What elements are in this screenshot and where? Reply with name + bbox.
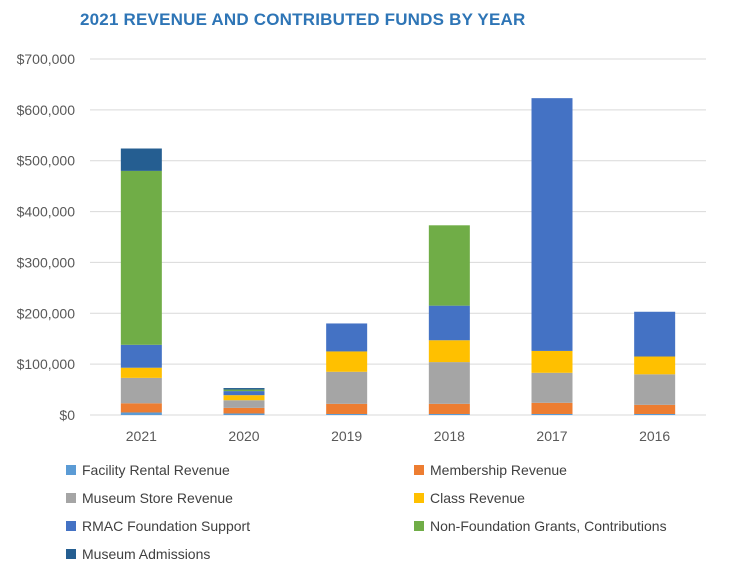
legend-swatch [66, 493, 76, 503]
y-axis-ticks: $0 $100,000 $200,000 $300,000 $400,000 $500,0… [17, 51, 76, 423]
legend-item: Non-Foundation Grants, Contributions [414, 518, 667, 534]
legend-item: Membership Revenue [414, 462, 567, 478]
bar-segment [223, 389, 265, 392]
y-tick-label: $200,000 [17, 305, 76, 321]
legend-swatch [66, 521, 76, 531]
bar-segment [223, 391, 265, 396]
y-tick-label: $0 [59, 407, 75, 423]
bar-segment [326, 351, 368, 372]
legend-swatch [66, 549, 76, 559]
legend-swatch [414, 493, 424, 503]
bar-segment [326, 413, 368, 415]
x-tick-label: 2020 [228, 428, 259, 444]
y-tick-label: $100,000 [17, 356, 76, 372]
bar-segment [531, 350, 573, 373]
bar-segment [120, 367, 162, 378]
x-tick-label: 2021 [126, 428, 157, 444]
legend-label: Museum Store Revenue [82, 490, 233, 506]
bar-segment [120, 412, 162, 415]
bar-segment [326, 323, 368, 352]
bar-segment [120, 148, 162, 171]
bar-segment [428, 413, 470, 415]
bar-segment [120, 377, 162, 404]
legend-label: RMAC Foundation Support [82, 518, 251, 534]
y-tick-label: $300,000 [17, 254, 76, 270]
bar-segment [223, 395, 265, 401]
bar-segment [634, 311, 676, 357]
bars [120, 98, 676, 415]
y-tick-label: $500,000 [17, 153, 76, 169]
y-tick-label: $700,000 [17, 51, 76, 67]
bar-segment [634, 356, 676, 375]
bar-segment [223, 400, 265, 408]
bar-segment [120, 170, 162, 345]
bar-segment [223, 388, 265, 390]
bar-segment [223, 407, 265, 414]
x-tick-label: 2018 [434, 428, 465, 444]
legend-item: Museum Admissions [66, 546, 210, 562]
bar-segment [531, 402, 573, 414]
legend-item: Class Revenue [414, 490, 525, 506]
x-tick-label: 2019 [331, 428, 362, 444]
chart-title: 2021 REVENUE AND CONTRIBUTED FUNDS BY YE… [80, 10, 526, 29]
bar-segment [428, 362, 470, 404]
legend-label: Non-Foundation Grants, Contributions [430, 518, 667, 534]
y-tick-label: $600,000 [17, 102, 76, 118]
bar-segment [634, 404, 676, 414]
x-axis-ticks: 2021 2020 2019 2018 2017 2016 [126, 428, 671, 444]
bar-segment [428, 225, 470, 306]
bar-segment [326, 403, 368, 414]
bar-segment [428, 340, 470, 363]
legend-item: Facility Rental Revenue [66, 462, 230, 478]
bar-segment [634, 374, 676, 405]
y-tick-label: $400,000 [17, 204, 76, 220]
legend-item: RMAC Foundation Support [66, 518, 250, 534]
x-tick-label: 2017 [536, 428, 567, 444]
legend-swatch [414, 521, 424, 531]
bar-segment [326, 371, 368, 404]
bar-segment [223, 413, 265, 415]
bar-segment [531, 413, 573, 415]
bar-segment [428, 403, 470, 414]
legend-label: Class Revenue [430, 490, 525, 506]
stacked-bar-chart: $0 $100,000 $200,000 $300,000 $400,000 $500,0… [17, 51, 706, 444]
bar-segment [634, 413, 676, 415]
bar-segment [531, 98, 573, 351]
legend-label: Membership Revenue [430, 462, 567, 478]
legend-label: Museum Admissions [82, 546, 211, 562]
bar-segment [428, 305, 470, 341]
legend-item: Museum Store Revenue [66, 490, 233, 506]
bar-segment [531, 372, 573, 403]
legend-label: Facility Rental Revenue [82, 462, 230, 478]
bar-segment [120, 344, 162, 368]
x-tick-label: 2016 [639, 428, 670, 444]
legend-swatch [414, 465, 424, 475]
gridlines [90, 58, 706, 416]
bar-segment [120, 403, 162, 413]
legend-swatch [66, 465, 76, 475]
